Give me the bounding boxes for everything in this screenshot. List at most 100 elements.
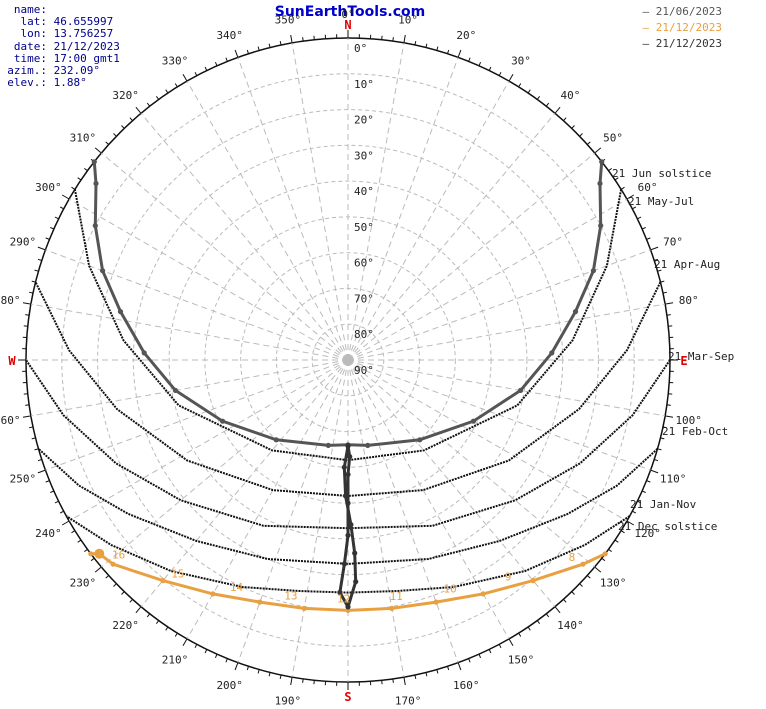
azimuth-spoke	[45, 249, 349, 361]
azimuth-tick-label: 200°	[216, 679, 243, 692]
path-point	[470, 418, 476, 424]
azimuth-tick-label: 40°	[560, 89, 580, 102]
azimuth-tick-label: 290°	[10, 236, 37, 249]
azimuth-tick	[632, 206, 637, 210]
azimuth-tick	[620, 186, 625, 190]
azimuth-tick	[614, 539, 619, 543]
azimuth-spoke	[347, 152, 596, 361]
hour-label: 12	[337, 593, 350, 606]
azimuth-tick	[28, 291, 34, 294]
azimuth-tick	[268, 43, 271, 48]
azimuth-tick	[646, 237, 651, 240]
azimuth-tick	[234, 49, 239, 58]
azimuth-tick-label: 120°	[634, 527, 661, 540]
azimuth-tick	[657, 269, 662, 272]
azimuth-tick	[225, 57, 228, 62]
chart-marks	[88, 159, 608, 614]
path-point	[590, 268, 597, 274]
azimuth-tick	[290, 677, 293, 686]
azimuth-tick	[579, 133, 583, 137]
azimuth-tick	[34, 269, 39, 272]
azimuth-tick	[457, 662, 462, 671]
hour-label: 14	[230, 581, 244, 594]
azimuth-tick	[586, 141, 591, 145]
azimuth-spoke	[347, 42, 405, 361]
elevation-tick-label: 20°	[354, 114, 374, 127]
azimuth-tick	[666, 404, 671, 406]
elevation-tick-label: 30°	[354, 149, 374, 162]
azimuth-tick-label: 60°	[638, 181, 658, 194]
path-point	[345, 471, 351, 478]
azimuth-tick-label: 20°	[456, 29, 476, 42]
azimuth-tick	[45, 237, 50, 240]
azimuth-tick	[498, 71, 502, 76]
azimuth-tick-label: 210°	[162, 654, 189, 667]
azimuth-tick-label: 230°	[70, 576, 97, 589]
azimuth-tick	[225, 658, 228, 663]
azimuth-tick	[563, 598, 567, 603]
azimuth-tick	[54, 500, 59, 504]
azimuth-tick	[31, 280, 36, 283]
azimuth-tick	[447, 666, 450, 671]
polar-grid	[18, 30, 678, 690]
day-path	[73, 189, 623, 462]
azimuth-tick	[94, 147, 102, 154]
azimuth-tick	[392, 678, 394, 683]
azimuth-spoke	[68, 359, 349, 522]
azimuth-tick	[49, 490, 55, 494]
path-point	[257, 599, 263, 605]
azimuth-tick	[84, 548, 88, 553]
path-point	[433, 599, 439, 605]
info-name: name:	[13, 3, 47, 16]
path-point	[92, 223, 98, 229]
azimuth-tick	[545, 102, 550, 107]
azimuth-tick-label: 340°	[216, 29, 243, 42]
hour-label: 10	[443, 583, 456, 596]
azimuth-tick	[90, 557, 95, 562]
azimuth-tick-label: 310°	[70, 132, 97, 145]
azimuth-tick	[49, 226, 55, 230]
azimuth-tick	[425, 672, 428, 677]
path-point	[91, 159, 97, 165]
azimuth-tick	[94, 566, 102, 573]
path-point	[345, 532, 351, 538]
azimuth-tick	[554, 106, 561, 114]
azimuth-tick	[113, 133, 117, 137]
azimuth-tick	[71, 530, 76, 534]
day-path	[25, 359, 671, 530]
azimuth-tick	[518, 632, 522, 637]
path-point	[343, 493, 349, 499]
azimuth-tick	[665, 302, 674, 305]
azimuth-tick	[165, 626, 169, 631]
azimuth-tick	[403, 677, 406, 686]
azimuth-tick-label: 190°	[275, 695, 302, 708]
azimuth-tick	[641, 226, 647, 230]
azimuth-tick	[34, 448, 39, 451]
azimuth-tick	[488, 66, 492, 71]
path-point	[480, 591, 486, 597]
path-point	[353, 579, 359, 585]
azimuth-tick	[654, 258, 659, 261]
azimuth-tick	[61, 520, 70, 526]
azimuth-tick	[414, 674, 417, 680]
azimuth-tick	[77, 539, 82, 543]
azimuth-tick-label: 240°	[35, 527, 62, 540]
path-point	[572, 309, 579, 315]
azimuth-tick	[545, 613, 550, 618]
azimuth-tick	[257, 669, 260, 674]
azimuth-tick-label: 170°	[395, 695, 422, 708]
azimuth-spoke	[30, 303, 349, 361]
azimuth-tick-label: 320°	[112, 89, 139, 102]
azimuth-tick	[478, 653, 482, 659]
cardinal-n: N	[344, 18, 351, 32]
site-title[interactable]: SunEarthTools.com	[274, 4, 426, 20]
hour-label: 9	[505, 571, 512, 584]
path-point	[347, 454, 353, 460]
chart-labels: 0° 10°20°30°40°50°60°70°80°100°110°120°13…	[0, 8, 734, 708]
azimuth-tick	[28, 426, 34, 429]
azimuth-tick	[527, 89, 531, 94]
azimuth-tick-label: 250°	[10, 472, 37, 485]
winter-solstice-path	[90, 552, 606, 612]
azimuth-tick	[59, 510, 64, 514]
azimuth-tick-label: 0°	[341, 8, 354, 21]
